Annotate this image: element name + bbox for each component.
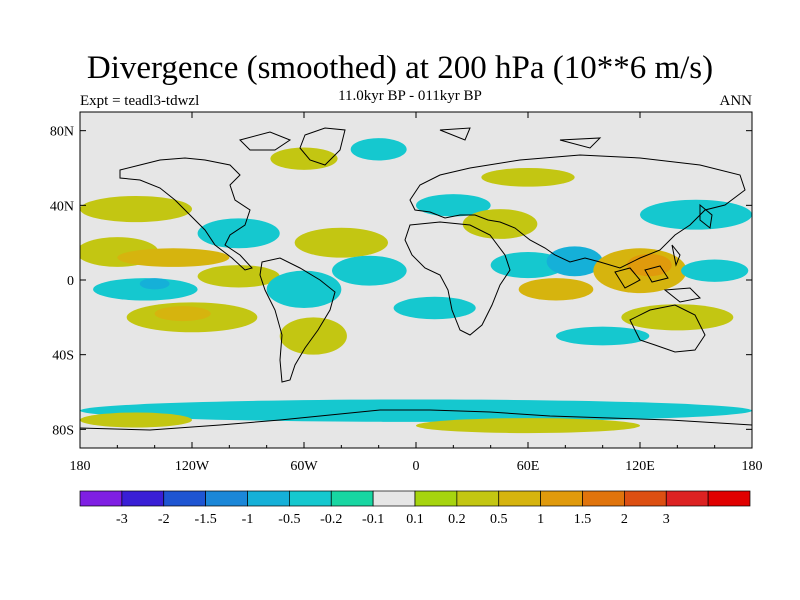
field-region-3 bbox=[93, 278, 198, 301]
field-region-10 bbox=[294, 227, 389, 258]
colorbar-swatch bbox=[289, 490, 332, 507]
field-region-14 bbox=[416, 194, 491, 217]
season-label: ANN bbox=[719, 93, 753, 109]
colorbar-swatch bbox=[624, 490, 667, 507]
field-region-28 bbox=[80, 399, 752, 422]
coastline-maritime-continent bbox=[614, 244, 702, 303]
field-region-8 bbox=[197, 265, 280, 288]
field-region-9 bbox=[266, 270, 342, 309]
colorbar: -3 -2 -1.5 -1 -0.5 -0.2 -0.1 0.1 0.2 0.5 1 1.5 2 3 bbox=[79, 490, 751, 527]
field-region-22 bbox=[681, 259, 749, 282]
colorbar-swatch bbox=[707, 490, 751, 507]
colorbar-label: 3 bbox=[663, 512, 670, 527]
colorbar-label: 1.5 bbox=[574, 512, 592, 527]
colorbar-swatch bbox=[540, 490, 583, 507]
colorbar-label: 2 bbox=[621, 512, 628, 527]
field-region-7 bbox=[197, 218, 280, 249]
field-region-25 bbox=[270, 147, 338, 170]
field-region-29 bbox=[416, 418, 640, 434]
colorbar-swatch bbox=[498, 490, 541, 507]
field-region-23 bbox=[621, 304, 734, 331]
colorbar-swatch bbox=[665, 490, 709, 507]
field-region-18 bbox=[518, 278, 594, 301]
coastline-antarctica bbox=[80, 409, 752, 431]
field-region-17 bbox=[546, 246, 603, 277]
colorbar-swatch bbox=[121, 490, 165, 507]
colorbar-swatch bbox=[205, 490, 248, 507]
field-region-2 bbox=[117, 248, 230, 267]
x-tick-label: 60W bbox=[290, 459, 318, 474]
x-tick-label: 60E bbox=[517, 459, 540, 474]
colorbar-swatch bbox=[79, 490, 123, 507]
field-region-4 bbox=[139, 278, 170, 290]
field-region-11 bbox=[332, 255, 407, 286]
x-tick-label: 120W bbox=[175, 459, 210, 474]
colorbar-label: 0.2 bbox=[448, 512, 466, 527]
field-region-24 bbox=[556, 326, 650, 346]
field-region-13 bbox=[393, 296, 476, 320]
coastline-japan bbox=[699, 203, 713, 229]
colorbar-label: -1.5 bbox=[195, 512, 217, 527]
coastline-greenland bbox=[299, 127, 346, 166]
x-tick-label: 180 bbox=[742, 459, 763, 474]
colorbar-label: -0.5 bbox=[278, 512, 300, 527]
colorbar-swatch bbox=[163, 490, 206, 507]
field-region-21 bbox=[640, 199, 752, 230]
y-tick-label: 80N bbox=[50, 125, 74, 140]
field-region-6 bbox=[154, 306, 211, 322]
colorbar-label: -2 bbox=[158, 512, 170, 527]
colorbar-swatch bbox=[330, 490, 374, 507]
colorbar-swatch bbox=[414, 490, 458, 507]
y-tick-label: 80S bbox=[52, 423, 74, 438]
x-tick-label: 0 bbox=[413, 459, 420, 474]
colorbar-label: 0.1 bbox=[406, 512, 424, 527]
colorbar-label: 0.5 bbox=[490, 512, 508, 527]
y-axis: 80N 40N 0 40S 80S bbox=[50, 125, 752, 438]
map-subtitle: 11.0kyr BP - 011kyr BP bbox=[338, 88, 482, 104]
coastline-south-america bbox=[259, 257, 336, 383]
coastlines bbox=[80, 127, 752, 431]
colorbar-label: -0.1 bbox=[362, 512, 384, 527]
coastline-arctic-islands bbox=[239, 127, 602, 151]
y-tick-label: 40N bbox=[50, 199, 74, 214]
field-region-26 bbox=[350, 138, 407, 161]
colorbar-label: -0.2 bbox=[320, 512, 342, 527]
field-region-30 bbox=[80, 412, 192, 428]
colorbar-swatch bbox=[582, 490, 625, 507]
colorbar-swatch bbox=[247, 490, 290, 507]
x-axis: 180 120W 60W 0 60E 120E 180 bbox=[70, 112, 763, 474]
x-tick-label: 120E bbox=[625, 459, 655, 474]
experiment-label: Expt = teadl3-tdwzl bbox=[80, 93, 200, 109]
colorbar-swatch bbox=[456, 490, 500, 507]
map-title: Divergence (smoothed) at 200 hPa (10**6 … bbox=[86, 50, 714, 86]
colorbar-swatch bbox=[372, 490, 416, 507]
y-tick-label: 0 bbox=[67, 274, 74, 289]
field-region-0 bbox=[80, 196, 192, 223]
y-tick-label: 40S bbox=[52, 349, 74, 364]
coastline-north-america bbox=[119, 157, 253, 271]
coastline-eurasia bbox=[409, 154, 746, 269]
colorbar-label: -1 bbox=[242, 512, 254, 527]
colorbar-label: -3 bbox=[116, 512, 128, 527]
colorbar-label: 1 bbox=[537, 512, 544, 527]
field-region-15 bbox=[462, 209, 538, 239]
x-tick-label: 180 bbox=[70, 459, 91, 474]
coastline-australia bbox=[629, 304, 706, 353]
field-region-27 bbox=[481, 168, 575, 187]
coastline-africa bbox=[404, 221, 511, 336]
